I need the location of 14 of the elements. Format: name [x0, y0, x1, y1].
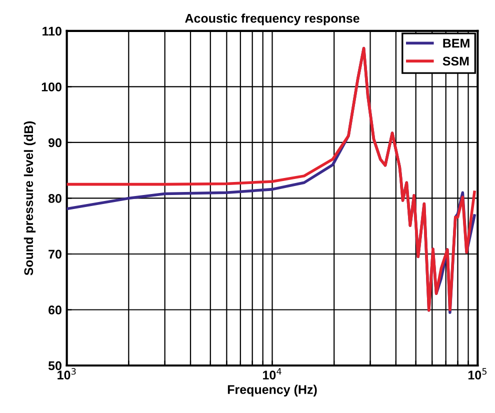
y-tick-label: 60: [48, 306, 62, 314]
x-tick-label: 10$^{4}$: [263, 368, 282, 380]
y-tick-label: 80: [48, 194, 62, 203]
x-axis-title: Frequency (Hz): [228, 384, 317, 396]
y-tick-label: 50: [48, 361, 62, 370]
legend-label: SSM: [442, 56, 469, 66]
y-tick-label: 100: [42, 82, 62, 92]
y-tick-label: 90: [48, 138, 62, 148]
y-axis-title: Sound pressure level (dB): [24, 121, 36, 276]
y-tick-label: 70: [48, 250, 62, 259]
chart-title: Acoustic frequency response: [185, 14, 360, 26]
legend-label: BEM: [443, 38, 470, 48]
y-tick-label: 110: [42, 26, 62, 36]
x-tick-label: 10$^{5}$: [468, 368, 486, 380]
